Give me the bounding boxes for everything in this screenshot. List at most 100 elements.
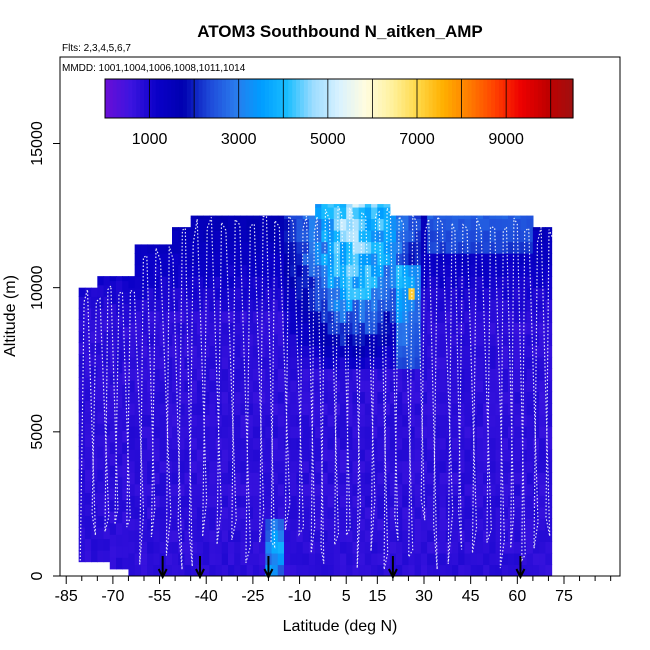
heatmap-cell xyxy=(470,287,478,300)
colorbar-swatch xyxy=(432,79,438,118)
heatmap-cell xyxy=(439,460,447,473)
heatmap-cell xyxy=(420,264,428,277)
heatmap-cell xyxy=(340,518,347,531)
heatmap-cell xyxy=(501,287,509,300)
heatmap-cell xyxy=(526,449,534,462)
heatmap-cell xyxy=(147,529,154,542)
heatmap-cell xyxy=(196,345,204,358)
colorbar-swatch xyxy=(374,79,379,118)
heatmap-cell xyxy=(284,472,291,485)
heatmap-cell xyxy=(458,230,466,243)
heatmap-cell xyxy=(84,423,92,436)
heatmap-cell xyxy=(234,368,242,381)
heatmap-cell xyxy=(352,460,360,473)
heatmap-cell xyxy=(532,437,540,450)
heatmap-cell xyxy=(252,333,260,346)
heatmap-cell xyxy=(383,379,391,393)
colorbar-swatch xyxy=(268,79,274,118)
colorbar-swatch xyxy=(300,79,305,118)
colorbar-swatch xyxy=(487,79,492,118)
heatmap-cell xyxy=(402,356,410,369)
heatmap-cell xyxy=(539,299,546,312)
heatmap-cell xyxy=(508,518,515,531)
heatmap-cell xyxy=(433,564,441,576)
heatmap-cell xyxy=(296,541,304,554)
colorbar-swatch xyxy=(225,79,231,118)
heatmap-cell xyxy=(159,345,167,358)
heatmap-cell xyxy=(532,449,540,462)
heatmap-cell xyxy=(140,310,148,323)
heatmap-cell xyxy=(414,437,422,450)
heatmap-cell xyxy=(408,368,416,381)
heatmap-cell xyxy=(333,437,341,450)
heatmap-cell xyxy=(377,529,385,542)
heatmap-cell xyxy=(277,529,285,542)
heatmap-cell xyxy=(396,564,403,576)
heatmap-cell xyxy=(159,437,167,450)
heatmap-cell xyxy=(333,345,341,358)
heatmap-cell xyxy=(122,338,130,351)
heatmap-cell xyxy=(439,391,447,404)
colorbar-swatch xyxy=(417,79,422,118)
heatmap-cell xyxy=(352,379,360,393)
heatmap-cell xyxy=(215,276,223,289)
heatmap-cell xyxy=(172,518,179,531)
heatmap-cell xyxy=(290,460,298,473)
x-tick-label: -10 xyxy=(288,588,311,605)
heatmap-cell xyxy=(97,469,105,482)
y-tick-label: 0 xyxy=(29,571,46,580)
heatmap-cell xyxy=(147,552,154,566)
heatmap-cell xyxy=(290,391,298,404)
heatmap-cell xyxy=(190,506,198,519)
heatmap-cell xyxy=(234,483,242,496)
heatmap-cell xyxy=(452,333,459,346)
heatmap-cell xyxy=(495,483,503,496)
heatmap-cell xyxy=(514,356,522,369)
heatmap-cell xyxy=(265,368,273,381)
heatmap-cell xyxy=(333,276,341,289)
heatmap-cell xyxy=(184,506,192,519)
flight-arrow-head xyxy=(195,568,205,580)
heatmap-cell xyxy=(420,564,428,576)
heatmap-cell xyxy=(514,345,522,358)
heatmap-cell xyxy=(483,506,490,519)
heatmap-cell xyxy=(178,564,186,576)
heatmap-cell xyxy=(327,564,335,576)
heatmap-cell xyxy=(147,356,154,369)
heatmap-cell xyxy=(308,322,316,335)
heatmap-cell xyxy=(520,322,528,335)
heatmap-cell xyxy=(333,483,341,496)
heatmap-cell xyxy=(458,414,466,427)
heatmap-cell xyxy=(172,356,179,369)
heatmap-cell xyxy=(396,541,403,554)
heatmap-cell xyxy=(190,495,198,508)
heatmap-cell xyxy=(140,345,148,358)
heatmap-cell xyxy=(308,230,316,243)
heatmap-cell xyxy=(103,296,111,309)
heatmap-cell xyxy=(402,426,410,439)
heatmap-cell xyxy=(184,460,192,473)
heatmap-cell xyxy=(246,299,254,312)
heatmap-cell xyxy=(321,276,329,289)
heatmap-cell xyxy=(389,264,397,277)
heatmap-cell xyxy=(545,333,553,346)
heatmap-cell xyxy=(532,564,540,576)
heatmap-cell xyxy=(234,287,242,300)
heatmap-cell xyxy=(246,495,254,508)
heatmap-cell xyxy=(271,403,279,416)
heatmap-cell xyxy=(433,552,441,566)
heatmap-cell xyxy=(340,206,347,220)
heatmap-cell xyxy=(234,426,242,439)
heatmap-cell xyxy=(277,426,285,439)
heatmap-cell xyxy=(539,403,546,416)
heatmap-cell xyxy=(545,379,553,393)
heatmap-cell xyxy=(427,506,434,519)
heatmap-cell xyxy=(508,215,515,220)
heatmap-cell xyxy=(452,230,459,243)
heatmap-cell xyxy=(476,437,484,450)
heatmap-cell xyxy=(97,503,105,517)
heatmap-cell xyxy=(321,206,329,220)
heatmap-cell xyxy=(308,333,316,346)
heatmap-cell xyxy=(103,526,111,540)
heatmap-cell xyxy=(122,280,130,293)
